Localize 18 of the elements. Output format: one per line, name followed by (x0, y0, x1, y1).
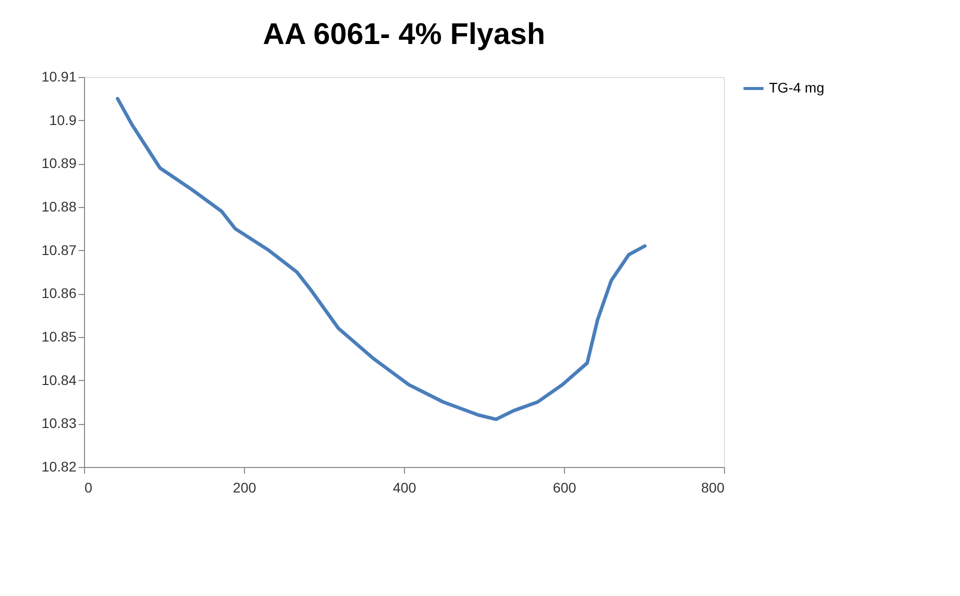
legend-label: TG-4 mg (769, 80, 824, 96)
chart-title: AA 6061- 4% Flyash (262, 18, 546, 51)
y-tick-label: 10.89 (41, 155, 77, 172)
x-tick-label: 800 (701, 480, 725, 496)
line-series (116, 96, 647, 422)
y-tick-label: 10.88 (41, 198, 77, 214)
x-tick-label: 200 (232, 480, 256, 496)
y-tick-label: 10.86 (41, 285, 77, 302)
y-tick-label: 10.9 (49, 112, 77, 128)
y-tick-label: 10.87 (41, 242, 77, 258)
x-tick-label: 600 (552, 480, 576, 496)
y-tick-label: 10.91 (41, 68, 77, 84)
x-tick-label: 0 (84, 480, 92, 496)
y-tick-label: 10.84 (41, 372, 77, 388)
y-tick-label: 10.82 (41, 458, 77, 474)
y-tick-label: 10.83 (41, 415, 77, 432)
y-tick-label: 10.85 (41, 328, 77, 344)
x-tick-label: 400 (392, 480, 416, 496)
